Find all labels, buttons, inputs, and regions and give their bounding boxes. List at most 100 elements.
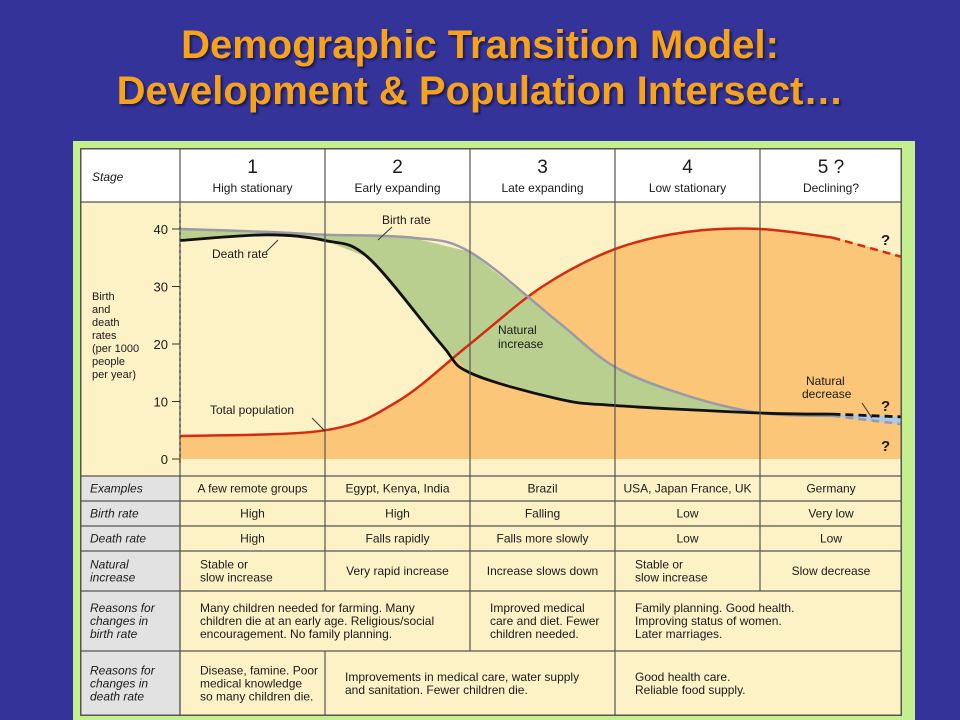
table-cell-line: Slow decrease: [792, 564, 871, 578]
table-cell-line: Low: [676, 532, 698, 546]
table-row-label-line: Reasons for: [90, 601, 156, 615]
table-cell-line: Stable or: [635, 558, 683, 572]
outer-border: [80, 148, 902, 716]
birth-rate-pointer: [377, 226, 393, 241]
stage-number: 2: [392, 157, 403, 178]
y-axis-label-line: and: [92, 304, 110, 316]
table-cell: Low: [676, 507, 698, 521]
y-tick-label: 20: [154, 337, 168, 352]
table-cell-line: slow increase: [200, 571, 273, 585]
table-cell-line: Later marriages.: [635, 627, 722, 641]
y-axis-label-line: people: [92, 356, 125, 368]
table-cell-line: children die at an early age. Religious/…: [200, 614, 434, 628]
table-row-label: Birth rate: [90, 507, 139, 521]
table-row-label-line: Birth rate: [90, 507, 139, 521]
slide-title-line-2: Development & Population Intersect…: [116, 69, 844, 113]
table-row-label: Natural increase: [90, 558, 136, 585]
table-cell-line: Improving status of women.: [635, 614, 782, 628]
table-cell: Falling: [525, 507, 560, 521]
table-row-label: Reasons for changes in death rate: [90, 664, 156, 704]
death-rate-annotation: Death rate: [212, 247, 268, 261]
death-rate-line: [179, 233, 833, 416]
table-cell-line: High: [240, 507, 265, 521]
y-axis: 0 10 20 30 40: [154, 208, 181, 467]
y-tick-label: 40: [154, 222, 168, 237]
table-cell-line: Egypt, Kenya, India: [345, 482, 449, 496]
table-cell-line: Disease, famine. Poor: [200, 664, 318, 678]
table-cell: Germany: [806, 482, 855, 496]
grid-layer: [80, 148, 902, 716]
y-tick-label: 0: [161, 452, 168, 467]
table-cell: Very low: [808, 507, 854, 521]
natural-increase-line-2: increase: [498, 337, 544, 351]
table-cell-line: Increase slows down: [487, 564, 598, 578]
natural-decrease-annotation: Natural decrease: [802, 374, 852, 401]
natural-increase-annotation: Natural increase: [498, 323, 544, 351]
slide-title: Demographic Transition Model: Developmen…: [0, 22, 960, 114]
stage-number: 5 ?: [818, 157, 844, 178]
stage-row-label: Stage: [92, 170, 124, 184]
stage-label: Low stationary: [649, 181, 726, 195]
plot-layer: [179, 227, 902, 459]
table-cell-line: High: [240, 532, 265, 546]
y-axis-label-line: Birth: [92, 291, 115, 303]
table-cell-line: medical knowledge: [200, 677, 302, 691]
table-cell: Improved medical care and diet. Fewer chil…: [490, 601, 599, 641]
table-cell-line: Good health care.: [635, 670, 730, 684]
table-cell: Brazil: [527, 482, 557, 496]
table-cell-line: care and diet. Fewer: [490, 614, 599, 628]
stage-label: Declining?: [803, 181, 859, 195]
table-cell-line: Low: [820, 532, 842, 546]
y-tick-label: 10: [154, 395, 168, 410]
table-cell-line: Family planning. Good health.: [635, 601, 794, 615]
demographic-transition-diagram: Stage 1 High stationary 2 Early expanding 3 L…: [80, 148, 902, 716]
y-axis-label-line: rates: [92, 330, 117, 342]
table-cell-line: Germany: [806, 482, 855, 496]
table-cell: Low: [676, 532, 698, 546]
y-axis-label-line: death: [92, 317, 120, 329]
table-cell: High: [385, 507, 410, 521]
stage-header: 1 High stationary 2 Early expanding 3 Late ex…: [212, 157, 859, 195]
natural-increase-line-1: Natural: [498, 323, 537, 337]
table-cell: Many children needed for farming. Many ch…: [200, 601, 434, 641]
table-cell-line: Falls rapidly: [365, 532, 429, 546]
y-axis-label-line: (per 1000: [92, 343, 139, 355]
stage-label: Late expanding: [501, 181, 583, 195]
table-row-label-line: Examples: [90, 482, 143, 496]
characteristics-table: Examples A few remote groups Egypt, Kenya,…: [80, 475, 902, 716]
table-row-label-line: changes in: [90, 614, 148, 628]
natural-increase-area: [180, 229, 833, 416]
stage-header-background: [80, 148, 902, 202]
table-cell: High: [240, 532, 265, 546]
table-cell-line: Improved medical: [490, 601, 585, 615]
table-cell-line: Brazil: [527, 482, 557, 496]
table-cell: Egypt, Kenya, India: [345, 482, 449, 496]
total-population-pointer: [311, 417, 326, 432]
natural-decrease-line-2: decrease: [802, 387, 852, 401]
table-cell-line: Stable or: [200, 558, 248, 572]
stage-label: High stationary: [212, 181, 292, 195]
table-cell-line: Improvements in medical care, water supp…: [345, 670, 579, 684]
table-row-label-line: birth rate: [90, 627, 138, 641]
table-cell-line: Very low: [808, 507, 854, 521]
stage-label: Early expanding: [354, 181, 440, 195]
table-row-label-line: increase: [90, 571, 136, 585]
death-rate-pointer: [265, 239, 279, 253]
natural-decrease-pointer: [861, 402, 873, 419]
table-cell: Low: [820, 532, 842, 546]
table-cell: High: [240, 507, 265, 521]
table-cell-line: and sanitation. Fewer children die.: [345, 683, 528, 697]
table-row-label-line: Natural: [90, 558, 129, 572]
table-cell-line: encouragement. No family planning.: [200, 627, 392, 641]
table-cell-line: Many children needed for farming. Many: [200, 601, 415, 615]
table-cell: Improvements in medical care, water supp…: [345, 670, 579, 697]
y-axis-label-line: per year): [92, 369, 136, 381]
birth-rate-line: [179, 227, 833, 418]
table-cell-line: Falls more slowly: [496, 532, 588, 546]
table-cell-line: A few remote groups: [197, 482, 307, 496]
table-cell-line: Reliable food supply.: [635, 683, 746, 697]
table-cell-line: Falling: [525, 507, 560, 521]
table-cell: Falls rapidly: [365, 532, 429, 546]
table-cell-line: High: [385, 507, 410, 521]
y-tick-label: 30: [154, 280, 168, 295]
